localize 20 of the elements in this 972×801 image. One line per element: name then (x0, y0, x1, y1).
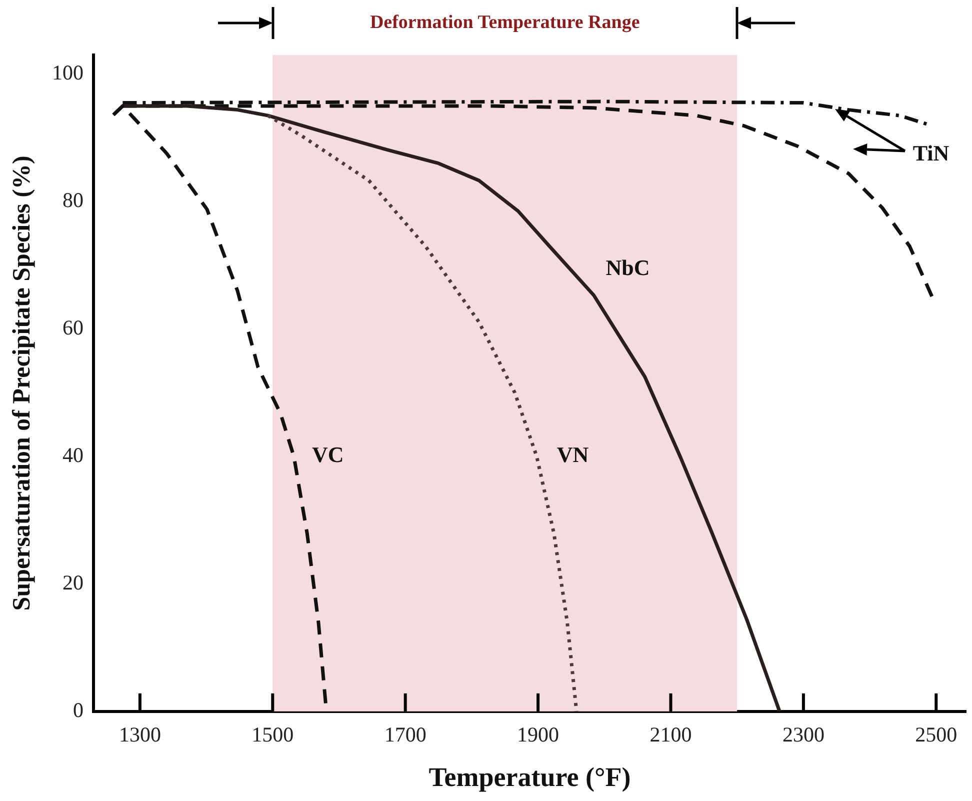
annotation: TiN (912, 140, 950, 166)
x-tick-label: 2300 (782, 722, 824, 747)
y-axis-title: Supersaturation of Precipitate Species (%) (8, 156, 36, 611)
x-tick-label: 1500 (252, 722, 294, 747)
x-tick-label: 1900 (517, 722, 560, 747)
x-tick-label: 2100 (650, 722, 692, 747)
x-tick-label: 1700 (384, 722, 426, 747)
y-tick-label: 40 (62, 443, 84, 468)
series-label: VC (312, 442, 344, 468)
x-tick-label: 1300 (118, 722, 161, 747)
x-axis-title: Temperature (°F) (428, 762, 631, 792)
y-tick-label: 80 (62, 188, 84, 212)
x-tick-label: 2500 (915, 722, 958, 747)
series-label: NbC (606, 254, 650, 280)
y-tick-label: 60 (62, 316, 84, 340)
y-tick-label: 20 (62, 570, 84, 594)
band-label: Deformation Temperature Range (370, 12, 640, 33)
series-label: VN (556, 442, 589, 468)
y-tick-label: 0 (73, 698, 84, 722)
y-tick-label: 100 (52, 60, 84, 85)
